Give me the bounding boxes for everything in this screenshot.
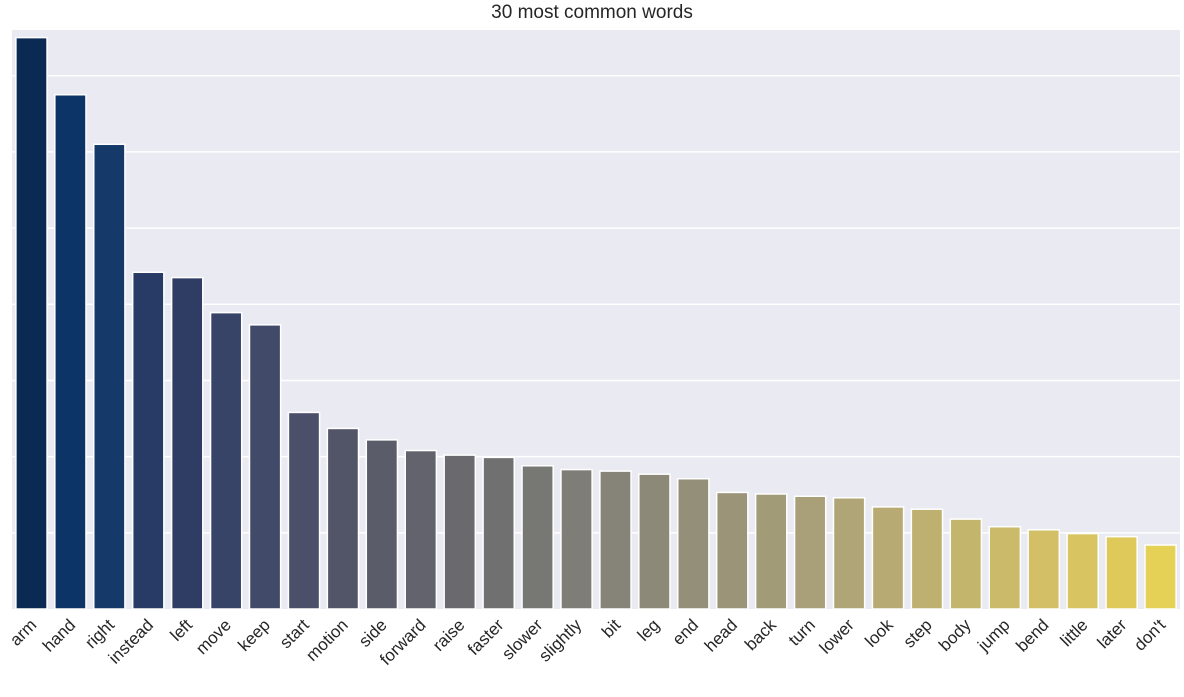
bar-bit: [599, 470, 632, 610]
plot-area: [12, 30, 1180, 609]
bar-dont: [1144, 544, 1177, 610]
x-tick-label: end: [669, 615, 702, 648]
x-tick-label: don't: [1130, 615, 1169, 654]
x-tick-label: lower: [816, 615, 858, 657]
bar-later: [1105, 535, 1138, 610]
bar-step: [910, 508, 944, 610]
bar-jump: [988, 525, 1022, 610]
bar-head: [715, 491, 749, 610]
bar-body: [949, 518, 983, 610]
bars: [15, 36, 1177, 610]
x-tick-label: arm: [6, 615, 40, 649]
x-tick-label: slightly: [535, 615, 586, 666]
bar-right: [93, 143, 126, 610]
gridlines: [12, 74, 1180, 534]
bar-back: [754, 493, 788, 610]
bar-raise: [443, 454, 477, 610]
x-tick-label: head: [701, 615, 741, 655]
bar-move: [209, 311, 243, 610]
bar-slightly: [560, 468, 593, 610]
bar-arm: [15, 36, 48, 610]
x-tick-label: turn: [785, 615, 819, 649]
x-tick-label: raise: [429, 615, 468, 654]
bar-slower: [521, 465, 554, 610]
bar-end: [677, 477, 710, 610]
bar-side: [365, 439, 399, 610]
bar-little: [1066, 532, 1099, 610]
x-tick-label: leg: [634, 615, 663, 644]
x-tick-label: body: [935, 615, 975, 655]
x-tick-label: jump: [973, 615, 1013, 655]
bar-look: [871, 506, 905, 610]
bar-start: [287, 411, 321, 610]
chart-title: 30 most common words: [491, 2, 693, 23]
bar-keep: [248, 324, 282, 610]
bar-hand: [54, 94, 87, 610]
bar-leg: [638, 473, 671, 610]
bar-faster: [482, 456, 515, 610]
x-tick-label: step: [900, 615, 936, 651]
bar-forward: [404, 449, 438, 610]
bar-left: [170, 276, 204, 610]
bar-turn: [793, 495, 827, 610]
bar-lower: [832, 497, 866, 610]
x-tick-label: later: [1094, 615, 1131, 652]
x-tick-label: keep: [234, 615, 274, 655]
x-tick-label: bit: [598, 615, 624, 641]
x-tick-label: motion: [302, 615, 352, 665]
bar-bend: [1027, 529, 1061, 610]
bar-motion: [326, 427, 360, 610]
x-tick-label: move: [192, 615, 235, 658]
x-tick-label: instead: [105, 615, 157, 667]
x-tick-label: back: [741, 615, 780, 654]
x-tick-label: little: [1057, 615, 1092, 650]
x-tick-label: bend: [1012, 615, 1052, 655]
bar-instead: [131, 271, 165, 610]
x-tick-label: look: [861, 615, 897, 651]
x-tick-label: left: [167, 615, 197, 645]
x-tick-label: hand: [39, 615, 79, 655]
